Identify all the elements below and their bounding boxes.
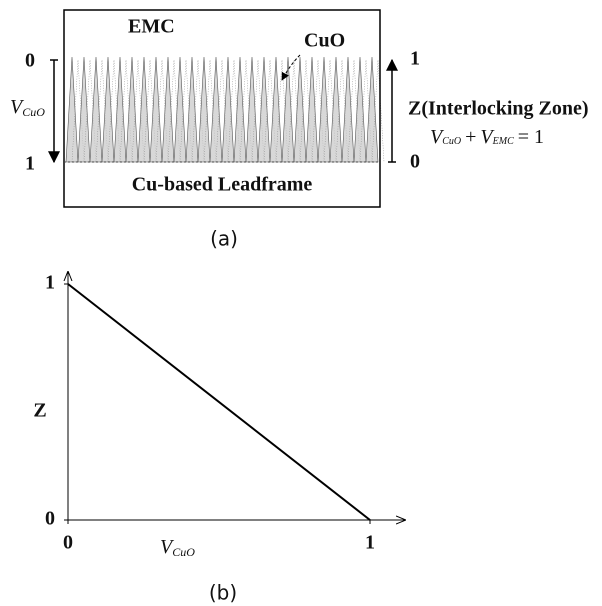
cuo-label: CuO xyxy=(304,30,345,52)
cuo-tooth xyxy=(233,56,247,163)
y-tick-label: 1 xyxy=(45,272,55,294)
left-bottom: 1 xyxy=(25,153,35,175)
cuo-tooth xyxy=(197,56,211,163)
cuo-tooth xyxy=(161,56,175,163)
cuo-tooth xyxy=(353,56,367,163)
eq-sub1: CuO xyxy=(442,136,461,147)
emc-label: EMC xyxy=(128,16,175,38)
cuo-tooth xyxy=(209,56,223,163)
cuo-tooth xyxy=(65,56,79,163)
left-label: VCuO xyxy=(10,96,45,119)
cuo-tooth xyxy=(365,56,379,163)
cuo-tooth xyxy=(137,56,151,163)
cuo-tooth xyxy=(269,56,283,163)
line xyxy=(67,283,371,521)
y-tick-label: 0 xyxy=(45,508,55,530)
cuo-tooth xyxy=(293,56,307,163)
y-label: Z xyxy=(33,400,46,422)
eq-v2: V xyxy=(480,126,495,148)
cuo-tooth xyxy=(305,56,319,163)
eq-rhs: = 1 xyxy=(518,126,544,148)
eq-op: + xyxy=(465,126,476,148)
right-bottom: 0 xyxy=(410,151,420,173)
equation: VCuO + VEMC = 1 xyxy=(430,126,544,148)
cuo-tooth xyxy=(173,56,187,163)
x-tick-label: 1 xyxy=(365,532,375,554)
cuo-tooth xyxy=(341,56,355,163)
cuo-tooth xyxy=(89,56,103,163)
cuo-tooth xyxy=(101,56,115,163)
x-tick-label: 0 xyxy=(63,532,73,554)
cuo-arrow xyxy=(281,54,301,81)
cuo-tooth xyxy=(77,56,91,163)
cuo-tooth xyxy=(125,56,139,163)
cuo-tooth xyxy=(317,56,331,163)
cuo-tooth xyxy=(329,56,343,163)
caption-a: (a) xyxy=(210,227,238,251)
cuo-tooth xyxy=(281,56,295,163)
cuo-tooth xyxy=(113,56,127,163)
x-label: VCuO xyxy=(160,536,195,559)
cuo-tooth xyxy=(245,56,259,163)
eq-sub2: EMC xyxy=(492,136,514,147)
caption-b: (b) xyxy=(209,581,237,605)
interlocking-zone xyxy=(65,56,385,163)
leadframe-label: Cu-based Leadframe xyxy=(132,174,313,196)
label-base: V xyxy=(10,96,25,118)
emc-tooth xyxy=(371,59,385,163)
label-base: V xyxy=(160,536,175,558)
label-sub: CuO xyxy=(172,545,195,559)
eq-v1: V xyxy=(430,126,445,148)
zone-label: Z(Interlocking Zone) xyxy=(408,98,589,120)
label-sub: CuO xyxy=(22,105,45,119)
right-top: 1 xyxy=(410,48,420,70)
panel-b: Z VCuO (b) 0 1 0 1 xyxy=(33,272,405,605)
cuo-tooth xyxy=(149,56,163,163)
cuo-tooth xyxy=(257,56,271,163)
package-box xyxy=(63,9,381,208)
left-top: 0 xyxy=(25,50,35,72)
cuo-tooth xyxy=(185,56,199,163)
cuo-tooth xyxy=(221,56,235,163)
